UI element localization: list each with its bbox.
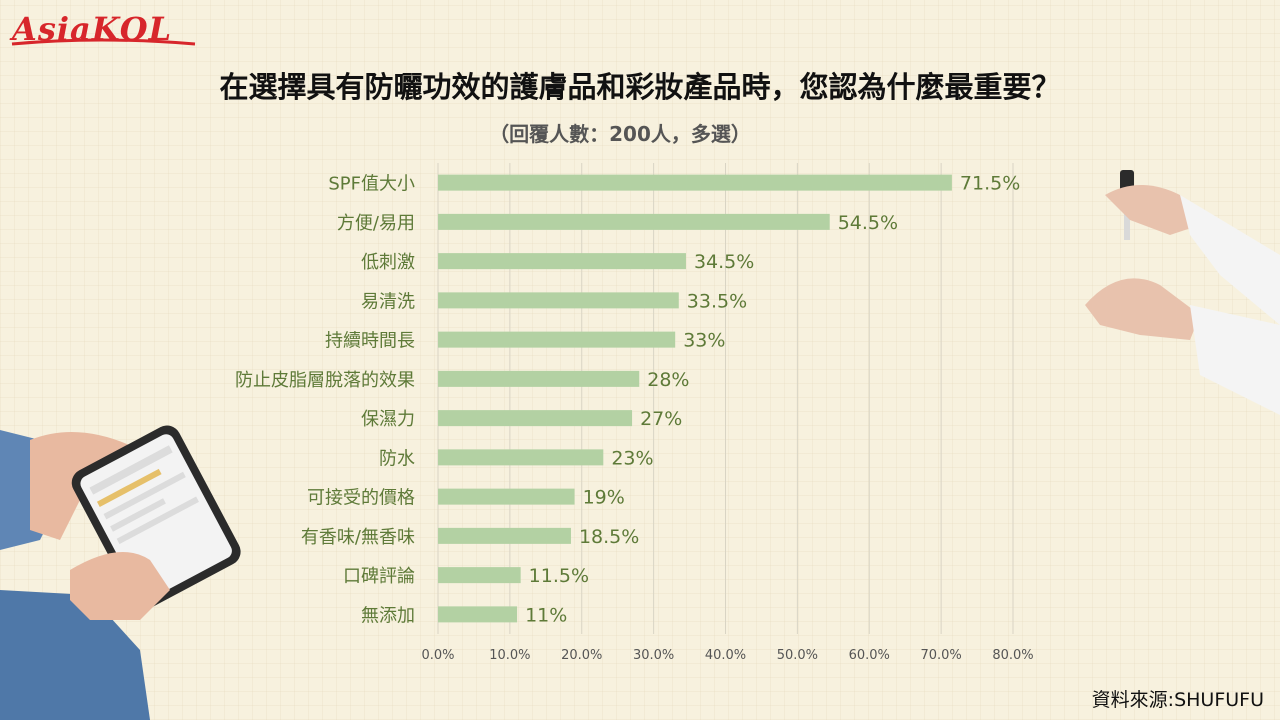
chart-subtitle: （回覆人數：200人，多選） (489, 122, 751, 146)
data-label: 11% (525, 604, 567, 626)
category-label: 方便/易用 (337, 213, 415, 234)
x-tick-label: 60.0% (849, 648, 890, 663)
category-label: 防水 (379, 448, 415, 469)
x-tick-label: 50.0% (777, 648, 818, 663)
bar (438, 606, 518, 623)
data-label: 27% (640, 408, 682, 430)
category-label: 持續時間長 (325, 331, 415, 352)
data-label: 33.5% (687, 290, 747, 312)
x-tick-label: 10.0% (489, 648, 530, 663)
x-tick-label: 0.0% (421, 648, 454, 663)
bar (438, 567, 521, 584)
data-label: 18.5% (579, 526, 639, 548)
x-tick-label: 70.0% (920, 648, 961, 663)
bar (438, 370, 640, 387)
data-label: 19% (583, 487, 625, 509)
category-label: 可接受的價格 (307, 488, 415, 509)
data-label: 28% (647, 369, 689, 391)
category-label: 防止皮脂層脫落的效果 (235, 370, 415, 391)
data-label: 11.5% (529, 565, 589, 587)
bar (438, 488, 575, 505)
data-label: 71.5% (960, 173, 1020, 195)
category-label: SPF值大小 (328, 174, 415, 195)
logo-swoosh (11, 38, 196, 46)
category-label: 易清洗 (361, 291, 415, 312)
source-note: 資料來源:SHUFUFU (1091, 689, 1264, 711)
chart-title: 在選擇具有防曬功效的護膚品和彩妝產品時，您認為什麼最重要？ (219, 70, 1061, 104)
bar (438, 253, 686, 270)
x-tick-label: 80.0% (992, 648, 1033, 663)
x-tick-label: 30.0% (633, 648, 674, 663)
bar (438, 410, 633, 427)
bar (438, 449, 604, 466)
bar (438, 292, 679, 309)
category-label: 無添加 (361, 605, 415, 626)
data-label: 33% (683, 330, 725, 352)
category-label: 口碑評論 (343, 566, 415, 587)
bar (438, 174, 952, 191)
data-label: 23% (611, 447, 653, 469)
x-tick-label: 20.0% (561, 648, 602, 663)
category-label: 保濕力 (361, 409, 415, 430)
hands-holding-smartphone-image (0, 425, 241, 720)
category-label: 有香味/無香味 (301, 527, 415, 548)
bar (438, 527, 571, 544)
bar (438, 213, 830, 230)
category-label: 低刺激 (361, 252, 415, 273)
bar (438, 331, 676, 348)
data-label: 34.5% (694, 251, 754, 273)
data-label: 54.5% (838, 212, 898, 234)
x-tick-label: 40.0% (705, 648, 746, 663)
hands-with-dropper-image (1085, 170, 1280, 415)
